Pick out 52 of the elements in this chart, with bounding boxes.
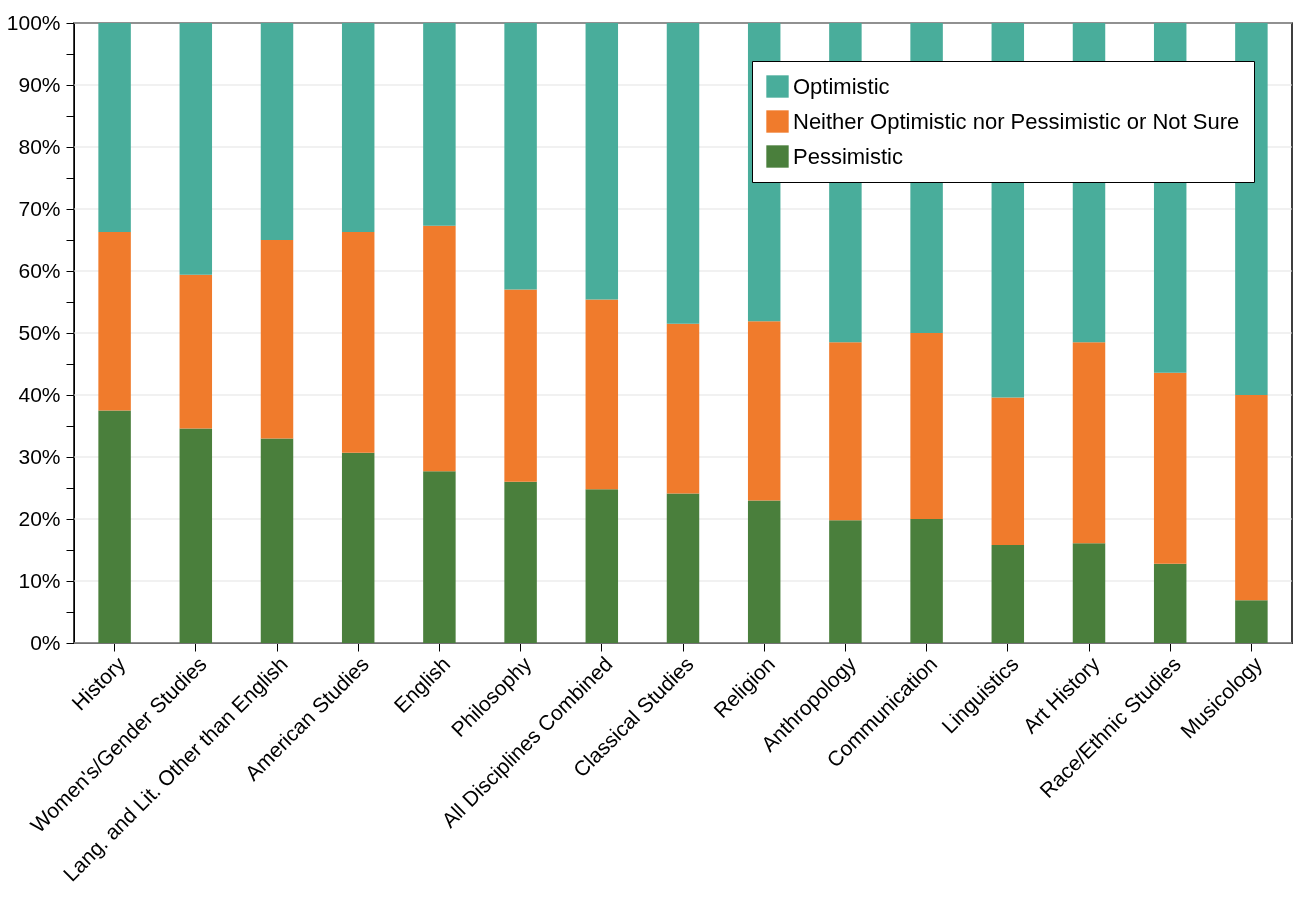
y-tick-label: 0% xyxy=(30,630,61,654)
bar xyxy=(504,481,537,643)
legend-label: Optimistic xyxy=(793,73,890,99)
bar xyxy=(1153,563,1187,643)
bar xyxy=(1235,600,1268,643)
y-tick-label: 10% xyxy=(18,568,61,592)
y-tick-label: 50% xyxy=(18,320,61,344)
bar xyxy=(910,333,943,519)
y-tick-label: 100% xyxy=(6,10,61,34)
y-tick-label: 60% xyxy=(18,258,61,282)
bar xyxy=(829,342,862,521)
bar xyxy=(341,452,375,643)
bar xyxy=(910,519,943,643)
bar xyxy=(260,438,294,643)
bar xyxy=(98,410,131,643)
y-tick-label: 40% xyxy=(18,382,61,406)
bar xyxy=(179,274,213,429)
bar xyxy=(666,23,700,324)
y-tick-label: 70% xyxy=(18,196,61,220)
bar xyxy=(98,23,131,232)
bar xyxy=(341,23,375,232)
bar xyxy=(585,299,619,490)
bar xyxy=(423,225,456,472)
bar xyxy=(747,500,781,643)
bar xyxy=(341,231,375,453)
y-tick-label: 90% xyxy=(18,72,61,96)
bar xyxy=(585,489,619,643)
bar xyxy=(747,321,781,501)
bar xyxy=(585,23,619,300)
bar xyxy=(1153,372,1187,564)
bar xyxy=(666,493,700,643)
y-tick-label: 20% xyxy=(18,506,61,530)
bar xyxy=(260,23,294,240)
bar xyxy=(260,240,294,439)
bar xyxy=(504,23,537,290)
bar xyxy=(991,545,1025,643)
legend-label: Pessimistic xyxy=(793,143,904,169)
bar xyxy=(1072,342,1106,544)
y-tick-label: 30% xyxy=(18,444,61,468)
bar xyxy=(1072,543,1106,643)
bar xyxy=(179,23,213,275)
bar xyxy=(1235,395,1268,601)
bar xyxy=(829,520,862,643)
legend-label: Neither Optimistic nor Pessimistic or Not Sure xyxy=(793,108,1240,134)
y-tick-label: 80% xyxy=(18,134,61,158)
bar xyxy=(991,397,1025,546)
bar xyxy=(179,428,213,643)
bar xyxy=(504,289,537,482)
bar xyxy=(423,471,456,643)
bar xyxy=(666,323,700,494)
bar xyxy=(423,23,456,226)
bar xyxy=(98,231,131,411)
